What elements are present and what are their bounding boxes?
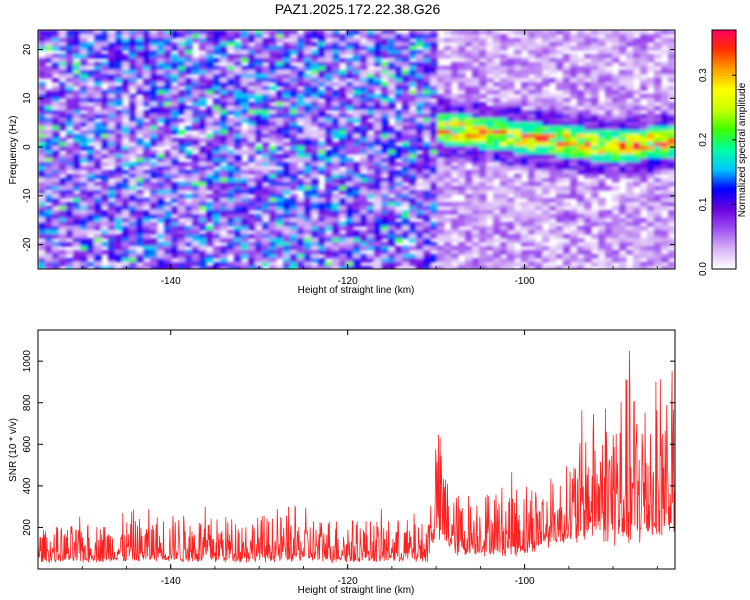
snr-panel: -140 -120 -100 200 400 600 800 1000 Height of s… [8, 329, 676, 596]
colorbar-tick-label: 0.0 [698, 262, 709, 276]
snr-frame [37, 329, 676, 570]
spectrogram-x-tick-label: -120 [338, 276, 358, 287]
spectrogram-y-tick-label: 20 [22, 44, 33, 56]
spectrogram-frame [37, 29, 676, 270]
spectrogram-x-tick-label: -140 [161, 276, 181, 287]
spectrogram-y-tick-label: 10 [22, 92, 33, 104]
snr-x-tick-label: -100 [515, 576, 535, 587]
snr-xlabel: Height of straight line (km) [298, 585, 415, 596]
figure-title: PAZ1.2025.172.22.38.G26 [274, 1, 441, 17]
colorbar-tick-label: 0.2 [698, 132, 709, 146]
snr-y-tick-label: 400 [22, 477, 33, 494]
snr-y-tick-label: 200 [22, 519, 33, 536]
spectrogram-y-tick-label: 0 [22, 144, 33, 150]
spectrogram-ylabel: Frequency (Hz) [8, 116, 19, 185]
colorbar-label: Normalized spectral amplitude [737, 82, 748, 217]
snr-y-tick-label: 800 [22, 394, 33, 411]
snr-ylabel: SNR (10 * v/v) [8, 418, 19, 482]
spectrogram-y-tick-label: -10 [22, 188, 33, 203]
colorbar-tick-label: 0.1 [698, 197, 709, 211]
spectrogram-x-tick-label: -100 [515, 276, 535, 287]
snr-y-tick-label: 600 [22, 436, 33, 453]
colorbar-gradient [711, 29, 737, 270]
snr-series-line [38, 350, 675, 564]
snr-x-tick-label: -140 [161, 576, 181, 587]
colorbar: 0.0 0.1 0.2 0.3 Normalized spectral amplitu… [698, 29, 748, 276]
spectrogram-heatmap [38, 30, 675, 269]
snr-x-tick-label: -120 [338, 576, 358, 587]
spectrogram-y-tick-label: -20 [22, 237, 33, 252]
snr-y-tick-label: 1000 [22, 350, 33, 373]
spectrogram-xlabel: Height of straight line (km) [298, 285, 415, 296]
colorbar-tick-label: 0.3 [698, 68, 709, 82]
